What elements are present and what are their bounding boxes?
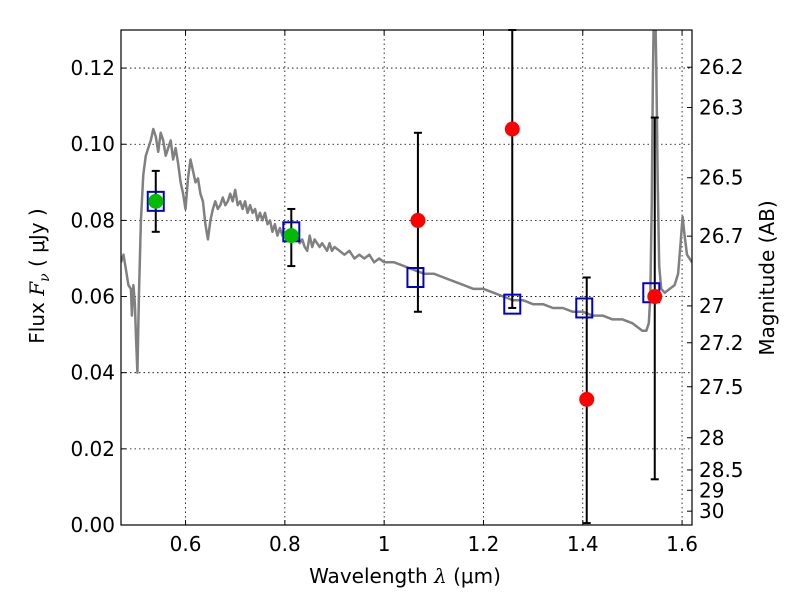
x-tick-label: 0.6 [170,532,202,556]
y-tick-label: 0.08 [70,208,115,232]
y-tick-label: 0.04 [70,361,115,385]
photometry-point-marker [148,193,164,209]
y-tick-label: 0.00 [70,513,115,537]
y2-tick-label: 30 [699,499,724,523]
y-tick-label: 0.06 [70,285,115,309]
photometry-square-marker [146,190,165,212]
y2-tick-label: 28.5 [699,458,744,482]
x-tick-label: 1.4 [567,532,599,556]
y2-tick-label: 27.5 [699,375,744,399]
x-tick-label: 1.2 [468,532,500,556]
y-axis-label: Flux Fν ( μJy ) [25,208,53,343]
x-tick-label: 1.6 [666,532,698,556]
y2-tick-label: 26.7 [699,224,744,248]
photometry-point-marker [283,228,299,244]
photometry-square-marker [406,267,425,288]
photometry-point-marker [647,289,663,305]
x-axis-label: Wavelength λ (μm) [309,564,501,588]
model-spectrum-line [121,30,692,374]
y2-axis-label: Magnitude (AB) [755,200,779,355]
y2-tick-label: 26.5 [699,166,744,190]
y2-tick-label: 26.3 [699,95,744,119]
y-tick-label: 0.10 [70,132,115,156]
ticks-layer: 0.6 0.8 1 1.2 1.4 1.6 0.00 0.02 0.04 0.06 0.08 0.10… [70,30,744,556]
x-tick-label: 0.8 [269,532,301,556]
photometry-point-marker [504,121,520,137]
marker-layer [146,121,663,407]
y2-tick-label: 27.2 [699,331,744,355]
y2-tick-label: 26.2 [699,55,744,79]
spectrum-layer [121,30,692,374]
x-tick-label: 1 [378,532,391,556]
y2-tick-label: 29 [699,478,724,502]
photometry-point-marker [579,391,595,407]
y2-tick-label: 28 [699,426,724,450]
photometry-square-marker [575,297,594,319]
photometry-square-marker [503,293,522,315]
plot-frame [120,29,693,526]
y-tick-label: 0.02 [70,437,115,461]
photometry-point-marker [410,212,426,228]
y-tick-label: 0.12 [70,56,115,80]
y2-tick-label: 27 [699,294,724,318]
